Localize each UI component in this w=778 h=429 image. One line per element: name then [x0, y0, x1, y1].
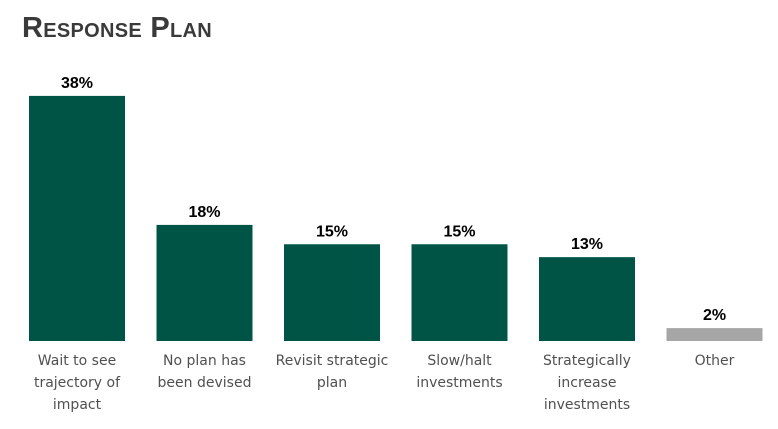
category-label-4-line-2: investments: [544, 397, 630, 413]
value-label-0: 38%: [61, 75, 93, 92]
category-label-4-line-0: Strategically: [543, 353, 631, 369]
category-label-5-line-0: Other: [695, 353, 735, 369]
value-label-3: 15%: [443, 223, 475, 240]
category-label-2-line-0: Revisit strategic: [276, 353, 389, 369]
category-label-2-line-1: plan: [317, 375, 347, 391]
value-label-2: 15%: [316, 223, 348, 240]
category-labels-group: Wait to see trajectory of impact No plan ha…: [34, 353, 735, 413]
value-label-1: 18%: [188, 204, 220, 221]
bar-4: [539, 257, 635, 341]
bar-1: [156, 224, 253, 341]
value-label-5: 2%: [703, 307, 726, 324]
bar-2: [284, 244, 380, 341]
bar-0: [29, 95, 125, 342]
category-label-1-line-0: No plan has: [163, 353, 246, 369]
chart-title: Response Plan: [22, 12, 213, 44]
bars-group: [29, 95, 763, 342]
value-label-4: 13%: [571, 236, 603, 253]
category-label-0-line-1: trajectory of: [34, 375, 121, 391]
category-label-1-line-1: been devised: [158, 375, 252, 391]
value-labels-group: 38% 18% 15% 15% 13% 2%: [61, 75, 726, 324]
bar-3: [411, 244, 508, 341]
category-label-3-line-1: investments: [416, 375, 502, 391]
bar-5: [666, 328, 763, 341]
category-label-0-line-2: impact: [53, 397, 102, 413]
category-label-3-line-0: Slow/halt: [427, 353, 492, 369]
category-label-4-line-1: increase: [557, 375, 616, 391]
category-label-0-line-0: Wait to see: [38, 353, 116, 369]
